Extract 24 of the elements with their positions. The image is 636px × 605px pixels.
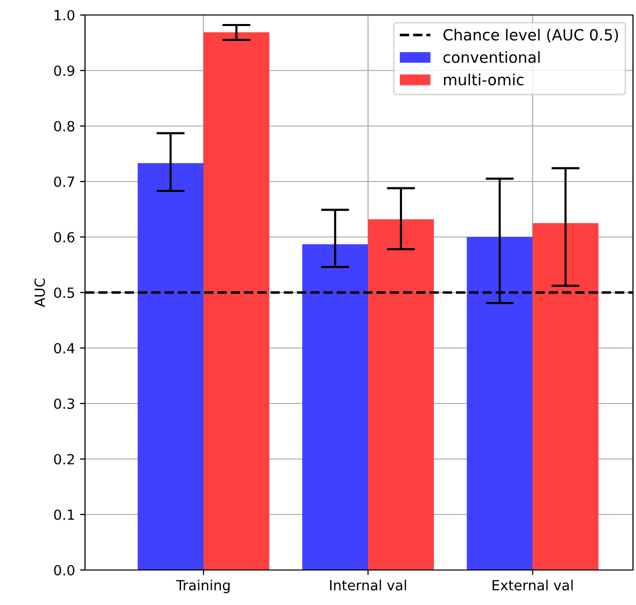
y-tick-label: 0.2	[54, 454, 74, 464]
y-tick-label: 0.9	[54, 65, 74, 76]
bar	[368, 219, 434, 570]
y-tick-label: 0.4	[54, 342, 74, 354]
y-tick-label: 0.5	[54, 287, 74, 298]
y-axis-title: AUC	[34, 278, 45, 308]
y-tick-label: 0.0	[54, 564, 74, 576]
bar	[466, 237, 533, 570]
y-tick-label: 1.0	[54, 10, 74, 20]
x-tick-label: Training	[176, 580, 230, 594]
x-tick-label: External val	[492, 580, 573, 590]
legend-label: multi-omic	[444, 74, 524, 86]
legend-label: Chance level (AUC 0.5)	[443, 28, 618, 42]
bar	[138, 163, 204, 570]
y-tick-label: 0.1	[54, 509, 74, 520]
bar	[302, 244, 368, 570]
bar	[532, 223, 598, 570]
bar	[203, 32, 270, 570]
x-tick-label: Internal val	[330, 580, 406, 590]
y-tick-label: 0.7	[54, 176, 74, 187]
legend-label: conventional	[443, 51, 540, 63]
y-tick-label: 0.8	[54, 120, 74, 132]
y-tick-label: 0.3	[54, 398, 74, 409]
y-tick-label: 0.6	[54, 232, 74, 242]
